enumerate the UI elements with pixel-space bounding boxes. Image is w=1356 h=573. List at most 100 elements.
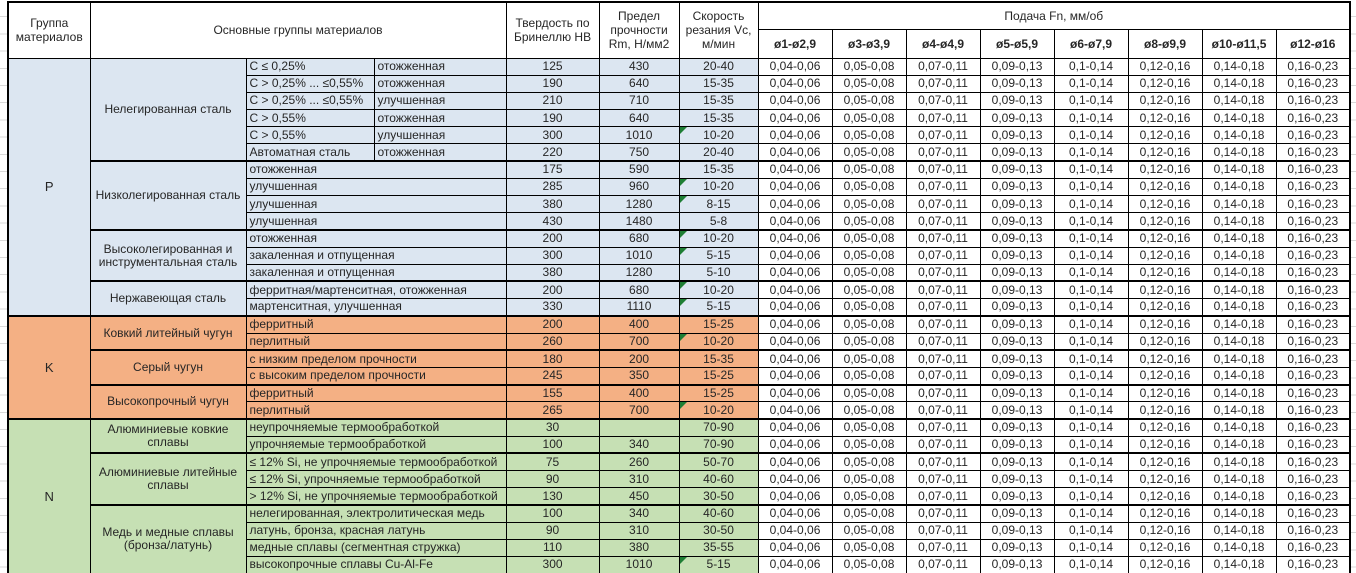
feed-value-cell: 0,12-0,16 [1127, 109, 1203, 128]
table-row: закаленная и отпущенная 380 1280 5-10 0,04-0… [8, 263, 1351, 282]
feed-value-cell: 0,1-0,14 [1053, 435, 1129, 454]
cutting-speed-cell: 40-60 [678, 469, 759, 489]
cutting-speed-value: 5-10 [706, 265, 731, 280]
feed-value-cell: 0,09-0,13 [979, 487, 1055, 506]
feed-value-cell: 0,07-0,11 [905, 366, 981, 386]
strength-cell: 400 [598, 383, 680, 403]
feed-value-cell: 0,05-0,08 [831, 280, 907, 300]
hardness-cell: 130 [505, 487, 600, 506]
feed-value-cell: 0,09-0,13 [979, 228, 1055, 248]
feed-value-cell: 0,14-0,18 [1201, 246, 1277, 265]
feed-value-cell: 0,14-0,18 [1201, 383, 1277, 403]
feed-value-cell: 0,16-0,23 [1275, 401, 1351, 420]
feed-value-cell: 0,12-0,16 [1127, 177, 1203, 197]
feed-value-cell: 0,12-0,16 [1127, 57, 1203, 76]
table-row: с высоким пределом прочности 245 350 15-25 0… [8, 366, 1351, 386]
feed-value-cell: 0,14-0,18 [1201, 417, 1277, 437]
feed-value-cell: 0,09-0,13 [979, 143, 1055, 162]
feed-value-cell: 0,07-0,11 [905, 212, 981, 231]
feed-value-cell: 0,04-0,06 [757, 538, 833, 557]
hardness-cell: 380 [505, 194, 600, 214]
table-row: N Алюминиевые ковкие сплавы неупрочняемые … [7, 417, 1351, 573]
table-row: высокопрочные сплавы Cu-Al-Fe 300 1010 5-15… [8, 555, 1351, 573]
feed-value-cell: 0,09-0,13 [979, 401, 1055, 420]
feed-value-cell: 0,04-0,06 [757, 57, 833, 76]
material-desc-cell: улучшенная [245, 212, 507, 231]
feed-value-cell: 0,05-0,08 [831, 246, 907, 265]
material-desc-cell: ферритный [245, 383, 507, 403]
feed-value-cell: 0,12-0,16 [1127, 91, 1203, 111]
cutting-speed-value: 40-60 [703, 471, 734, 486]
hardness-cell: 330 [505, 298, 600, 317]
feed-value-cell: 0,04-0,06 [757, 160, 833, 179]
strength-cell: 1480 [598, 212, 680, 231]
hardness-cell: 190 [505, 74, 600, 93]
feed-value-cell: 0,12-0,16 [1127, 435, 1203, 454]
strength-cell: 260 [598, 452, 680, 472]
feed-value-cell: 0,14-0,18 [1201, 452, 1277, 472]
feed-value-cell: 0,04-0,06 [757, 194, 833, 214]
feed-value-cell: 0,14-0,18 [1201, 212, 1277, 231]
hardness-cell: 90 [505, 521, 600, 540]
feed-value-cell: 0,04-0,06 [757, 349, 833, 368]
material-desc-cell: ≤ 12% Si, не упрочняемые термообработкой [245, 452, 507, 472]
feed-value-cell: 0,05-0,08 [831, 401, 907, 420]
feed-value-cell: 0,16-0,23 [1275, 280, 1351, 300]
material-desc-cell: ≤ 12% Si, упрочняемые термообработкой [245, 469, 507, 489]
table-row: мартенситная, улучшенная 330 1110 5-15 0,04-… [8, 298, 1351, 317]
hardness-cell: 75 [505, 452, 600, 472]
table-row: Алюминиевые литейные сплавы ≤ 12% Si, не … [8, 452, 1351, 506]
material-desc-cell: закаленная и отпущенная [245, 263, 507, 282]
cutting-speed-cell: 30-50 [678, 521, 759, 540]
feed-value-cell: 0,16-0,23 [1275, 469, 1351, 489]
feed-value-cell: 0,05-0,08 [831, 555, 907, 573]
cutting-speed-cell: 10-20 [678, 401, 759, 420]
cutting-speed-value: 10-20 [703, 127, 734, 142]
feed-value-cell: 0,09-0,13 [979, 452, 1055, 472]
feed-value-cell: 0,1-0,14 [1053, 417, 1129, 437]
feed-value-cell: 0,07-0,11 [905, 57, 981, 76]
feed-value-cell: 0,16-0,23 [1275, 212, 1351, 231]
feed-value-cell: 0,05-0,08 [831, 194, 907, 214]
feed-value-cell: 0,14-0,18 [1201, 349, 1277, 368]
table-row: Низколегированная сталь отожженная 175 590 1… [8, 160, 1351, 231]
feed-value-cell: 0,09-0,13 [979, 212, 1055, 231]
hardness-cell: 220 [505, 143, 600, 162]
hardness-cell: 200 [505, 280, 600, 300]
feed-value-cell: 0,07-0,11 [905, 349, 981, 368]
feed-value-cell: 0,16-0,23 [1275, 555, 1351, 573]
feed-value-cell: 0,05-0,08 [831, 228, 907, 248]
material-desc-cell: > 12% Si, не упрочняемые термообработкой [245, 487, 507, 506]
feed-value-cell: 0,05-0,08 [831, 417, 907, 437]
feed-value-cell: 0,05-0,08 [831, 109, 907, 128]
cutting-speed-cell: 5-8 [678, 212, 759, 231]
strength-cell: 680 [598, 228, 680, 248]
feed-value-cell: 0,05-0,08 [831, 177, 907, 197]
hardness-cell: 430 [505, 212, 600, 231]
feed-value-cell: 0,16-0,23 [1275, 126, 1351, 145]
hardness-cell: 245 [505, 366, 600, 386]
feed-value-cell: 0,16-0,23 [1275, 57, 1351, 76]
cutting-speed-cell: 15-25 [678, 366, 759, 386]
feed-value-cell: 0,09-0,13 [979, 263, 1055, 282]
feed-value-cell: 0,1-0,14 [1053, 452, 1129, 472]
feed-value-cell: 0,1-0,14 [1053, 109, 1129, 128]
cutting-speed-value: 70-90 [703, 436, 734, 451]
feed-value-cell: 0,14-0,18 [1201, 314, 1277, 334]
feed-value-cell: 0,16-0,23 [1275, 314, 1351, 334]
strength-cell: 430 [598, 57, 680, 76]
feed-value-cell: 0,09-0,13 [979, 383, 1055, 403]
comment-flag-icon [680, 231, 687, 238]
spreadsheet-gridlines-right [1349, 0, 1356, 573]
feed-value-cell: 0,12-0,16 [1127, 126, 1203, 145]
strength-cell: 960 [598, 177, 680, 197]
cutting-speed-value: 5-15 [706, 557, 731, 572]
cutting-speed-cell: 15-25 [678, 314, 759, 334]
feed-value-cell: 0,05-0,08 [831, 538, 907, 557]
hardness-cell: 300 [505, 555, 600, 573]
feed-value-cell: 0,04-0,06 [757, 521, 833, 540]
table-row: улучшенная 285 960 10-20 0,04-0,06 0,05-0,08 0… [8, 177, 1351, 197]
group-code-cell: P [7, 57, 91, 317]
feed-value-cell: 0,1-0,14 [1053, 383, 1129, 403]
cutting-speed-value: 50-70 [703, 454, 734, 469]
